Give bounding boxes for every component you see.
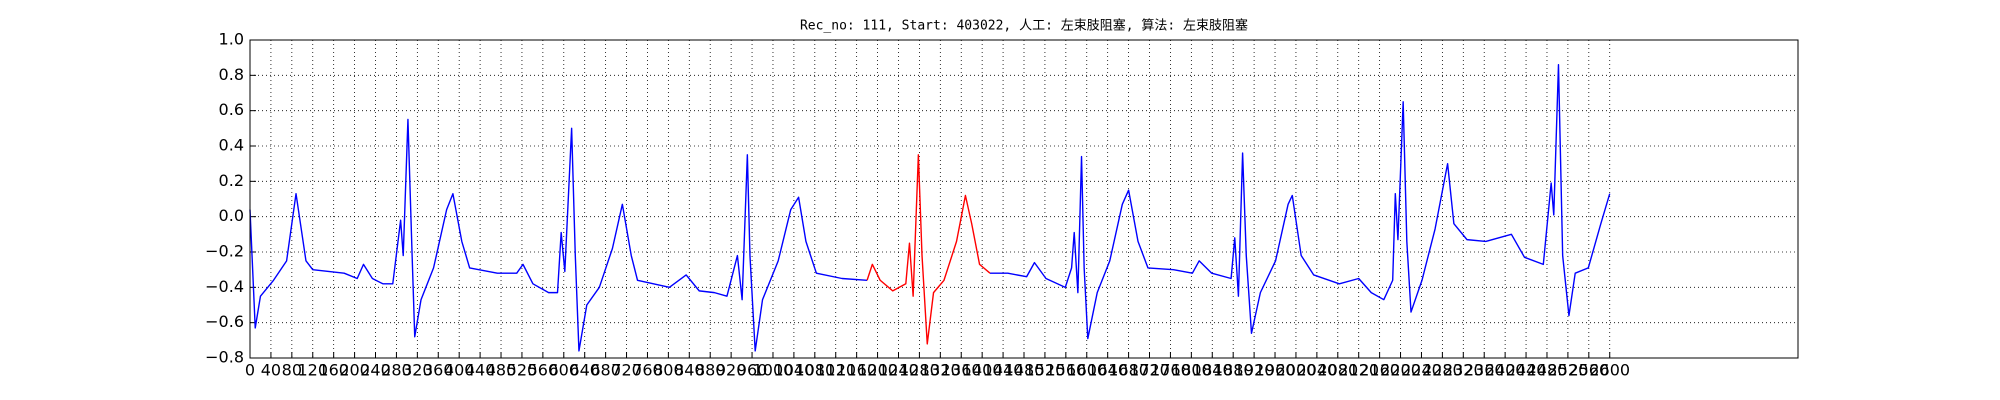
x-tick-label: 1480 — [1004, 361, 1045, 380]
x-tick-label: 2320 — [1443, 361, 1484, 380]
x-tick-label: 360 — [423, 361, 454, 380]
x-tick-label: 600 — [549, 361, 580, 380]
x-tick-label: 0 — [245, 361, 255, 380]
x-tick-label: 2560 — [1568, 361, 1609, 380]
signal-line — [249, 64, 1611, 352]
y-tick-label: −0.8 — [205, 348, 244, 367]
plot-frame — [249, 39, 1799, 359]
x-tick-label: 1200 — [857, 361, 898, 380]
x-tick-label: 320 — [402, 361, 433, 380]
x-tick-label: 1440 — [983, 361, 1024, 380]
y-tick-label: −0.6 — [205, 312, 244, 331]
y-tick-label: 0.4 — [219, 136, 244, 155]
x-tick-label: 2120 — [1338, 361, 1379, 380]
x-tick-label: 1280 — [899, 361, 940, 380]
x-tick-label: 1240 — [878, 361, 919, 380]
x-tick-label: 2240 — [1401, 361, 1442, 380]
x-tick-label: 2600 — [1589, 361, 1630, 380]
signal-line — [866, 154, 991, 345]
y-tick-label: 0.0 — [219, 206, 244, 225]
x-tick-label: 120 — [297, 361, 328, 380]
x-tick-label: 1720 — [1129, 361, 1170, 380]
x-tick-label: 40 — [261, 361, 281, 380]
y-tick-label: 0.2 — [219, 171, 244, 190]
x-tick-label: 2400 — [1485, 361, 1526, 380]
x-tick-label: 1400 — [962, 361, 1003, 380]
x-tick-label: 1880 — [1213, 361, 1254, 380]
x-tick-label: 1640 — [1087, 361, 1128, 380]
x-tick-label: 1840 — [1192, 361, 1233, 380]
x-tick-label: 760 — [632, 361, 663, 380]
x-tick-label: 2040 — [1297, 361, 1338, 380]
x-tick-label: 1360 — [941, 361, 982, 380]
x-tick-label: 1000 — [753, 361, 794, 380]
x-tick-label: 840 — [674, 361, 705, 380]
x-tick-label: 2280 — [1422, 361, 1463, 380]
x-tick-label: 920 — [716, 361, 747, 380]
x-tick-label: 2200 — [1380, 361, 1421, 380]
y-tick-label: −0.4 — [205, 277, 244, 296]
x-tick-label: 2480 — [1527, 361, 1568, 380]
x-tick-label: 280 — [381, 361, 412, 380]
x-tick-label: 2440 — [1506, 361, 1547, 380]
x-tick-label: 2160 — [1359, 361, 1400, 380]
x-tick-label: 400 — [444, 361, 475, 380]
x-tick-label: 520 — [507, 361, 538, 380]
x-tick-label: 1080 — [794, 361, 835, 380]
x-tick-label: 2360 — [1464, 361, 1505, 380]
x-tick-label: 1520 — [1025, 361, 1066, 380]
y-tick-label: 0.6 — [219, 100, 244, 119]
x-tick-label: 680 — [590, 361, 621, 380]
x-tick-label: 440 — [465, 361, 496, 380]
x-tick-label: 1320 — [920, 361, 961, 380]
x-tick-label: 2000 — [1276, 361, 1317, 380]
x-tick-label: 800 — [653, 361, 684, 380]
x-tick-label: 160 — [318, 361, 349, 380]
x-tick-label: 80 — [282, 361, 302, 380]
x-tick-label: 1680 — [1108, 361, 1149, 380]
x-tick-label: 240 — [360, 361, 391, 380]
x-tick-label: 960 — [737, 361, 768, 380]
x-tick-label: 1560 — [1045, 361, 1086, 380]
x-tick-label: 1960 — [1255, 361, 1296, 380]
x-tick-label: 560 — [528, 361, 559, 380]
x-tick-label: 2080 — [1317, 361, 1358, 380]
x-tick-label: 1920 — [1234, 361, 1275, 380]
x-tick-label: 640 — [569, 361, 600, 380]
chart-title: Rec_no: 111, Start: 403022, 人工: 左束肢阻塞, 算… — [800, 18, 1248, 34]
y-tick-label: −0.2 — [205, 242, 244, 261]
x-tick-label: 1600 — [1066, 361, 1107, 380]
y-tick-label: 0.8 — [219, 65, 244, 84]
x-tick-label: 200 — [339, 361, 370, 380]
x-tick-label: 1800 — [1171, 361, 1212, 380]
y-tick-label: 1.0 — [219, 30, 244, 49]
x-tick-label: 1120 — [815, 361, 856, 380]
x-tick-label: 1040 — [774, 361, 815, 380]
x-tick-label: 1760 — [1150, 361, 1191, 380]
x-tick-label: 880 — [695, 361, 726, 380]
x-tick-label: 720 — [611, 361, 642, 380]
x-tick-label: 1160 — [836, 361, 877, 380]
x-tick-label: 480 — [486, 361, 517, 380]
x-tick-label: 2520 — [1548, 361, 1589, 380]
